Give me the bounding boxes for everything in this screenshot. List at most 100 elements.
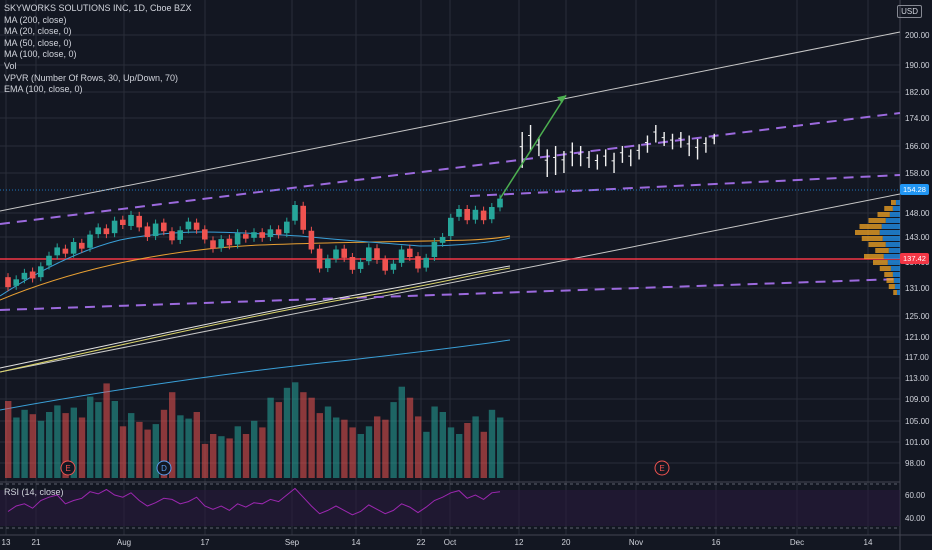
volume-bar-39 (324, 406, 332, 478)
vpvr-down-8 (888, 248, 900, 253)
candle-13 (111, 220, 118, 234)
candle-55 (456, 209, 462, 217)
volume-bar-45 (374, 416, 381, 478)
candle-54 (448, 217, 454, 237)
rsi-line (7, 487, 501, 516)
legend-ma-100[interactable]: MA (100, close, 0) (4, 49, 77, 60)
last-price-badge: 154.28 (900, 184, 929, 195)
volume-bar-5 (46, 412, 53, 478)
vpvr-down-5 (879, 230, 900, 235)
volume-bar-3 (29, 414, 36, 478)
vpvr-down-4 (881, 224, 900, 229)
volume-bar-18 (152, 424, 159, 478)
time-tick-10: Nov (629, 538, 643, 547)
volume-bar-6 (54, 405, 61, 478)
rsi-label[interactable]: RSI (14, close) (4, 487, 64, 497)
volume-bar-59 (488, 409, 496, 478)
currency-button[interactable]: USD (897, 5, 922, 18)
time-axis[interactable]: 13 21 Aug 17 Sep 14 22 Oct 12 20 Nov 16 Dec 14 (2, 538, 873, 547)
candle-4 (38, 266, 44, 278)
volume-bar-12 (103, 383, 110, 478)
volume-bar-27 (226, 438, 233, 478)
time-tick-4: Sep (285, 538, 300, 547)
vpvr-down-0 (895, 200, 900, 205)
volume-bar-9 (78, 417, 86, 478)
volume-bar-16 (136, 421, 143, 478)
candle-36 (300, 205, 306, 230)
trend-channels (0, 31, 901, 373)
event-marker-0: E (65, 464, 70, 473)
price-tick-9: 131.00 (905, 284, 930, 293)
candle-14 (120, 219, 126, 225)
price-tick-2: 182.00 (905, 88, 930, 97)
vpvr-up-8 (875, 248, 889, 253)
volume-bar-31 (259, 427, 266, 478)
volume-bar-4 (37, 420, 45, 478)
lower-trendline (0, 193, 901, 373)
volume-bar-37 (308, 397, 315, 478)
legend-vol[interactable]: Vol (4, 60, 17, 71)
indicator-legend: SKYWORKS SOLUTIONS INC, 1D, Cboe BZX MA … (4, 3, 192, 96)
candle-20 (169, 231, 175, 241)
vpvr-down-14 (894, 284, 900, 289)
volume-bar-25 (210, 434, 217, 478)
vpvr-up-2 (877, 212, 890, 217)
candlesticks (5, 194, 503, 292)
candle-51 (423, 257, 429, 268)
candle-17 (144, 226, 151, 237)
price-tick-4: 166.00 (905, 142, 930, 151)
time-tick-12: Dec (790, 538, 804, 547)
legend-ma-50[interactable]: MA (50, close, 0) (4, 37, 72, 48)
time-tick-8: 12 (515, 538, 524, 547)
vpvr-up-0 (891, 200, 896, 205)
vpvr-down-10 (887, 260, 900, 265)
volume-bar-23 (193, 412, 200, 478)
legend-vpvr[interactable]: VPVR (Number Of Rows, 30, Up/Down, 70) (4, 72, 179, 83)
time-tick-1: 21 (32, 538, 41, 547)
candle-16 (136, 215, 142, 228)
rsi-band (0, 490, 900, 526)
candle-25 (210, 240, 216, 249)
legend-ma-20[interactable]: MA (20, close, 0) (4, 26, 72, 37)
volume-bar-55 (456, 434, 463, 478)
candle-24 (202, 229, 208, 240)
candle-10 (87, 234, 93, 248)
vpvr-up-3 (868, 218, 886, 223)
vpvr-up-11 (879, 266, 891, 271)
legend-ema-100[interactable]: EMA (100, close, 0) (4, 84, 83, 95)
volume-bar-1 (13, 417, 20, 478)
event-marker-circle-1 (156, 460, 172, 476)
vpvr-down-2 (889, 212, 900, 217)
volume-bar-13 (111, 401, 118, 478)
price-tick-3: 174.00 (905, 114, 930, 123)
candle-26 (218, 239, 224, 248)
chart-title[interactable]: SKYWORKS SOLUTIONS INC, 1D, Cboe BZX (4, 3, 192, 13)
candle-42 (349, 257, 356, 270)
volume-bar-50 (415, 416, 422, 478)
candle-56 (464, 209, 470, 221)
legend-ma-200[interactable]: MA (200, close) (4, 14, 67, 25)
vpvr-down-12 (892, 272, 900, 277)
candle-12 (103, 228, 110, 235)
candle-21 (177, 230, 183, 240)
volume-bar-26 (218, 436, 225, 478)
candle-46 (382, 259, 388, 271)
candle-5 (46, 255, 52, 266)
volume-bar-41 (341, 419, 348, 478)
projection-arrowhead (557, 95, 566, 104)
price-tick-17: 98.00 (905, 459, 926, 468)
candle-7 (62, 248, 69, 254)
price-axis[interactable]: 200.00 190.00 182.00 174.00 166.00 158.00 148.… (905, 31, 930, 523)
vpvr-down-9 (883, 254, 900, 259)
rsi-pane (0, 483, 900, 529)
volume-bar-17 (144, 429, 151, 478)
ma-50-line (0, 235, 511, 301)
volume-bar-49 (406, 397, 414, 478)
candle-40 (333, 249, 339, 259)
price-tick-6: 148.00 (905, 209, 930, 218)
time-tick-7: Oct (444, 538, 457, 547)
vpvr-down-13 (893, 278, 900, 283)
candle-15 (128, 214, 134, 226)
volume-bar-10 (87, 396, 94, 478)
